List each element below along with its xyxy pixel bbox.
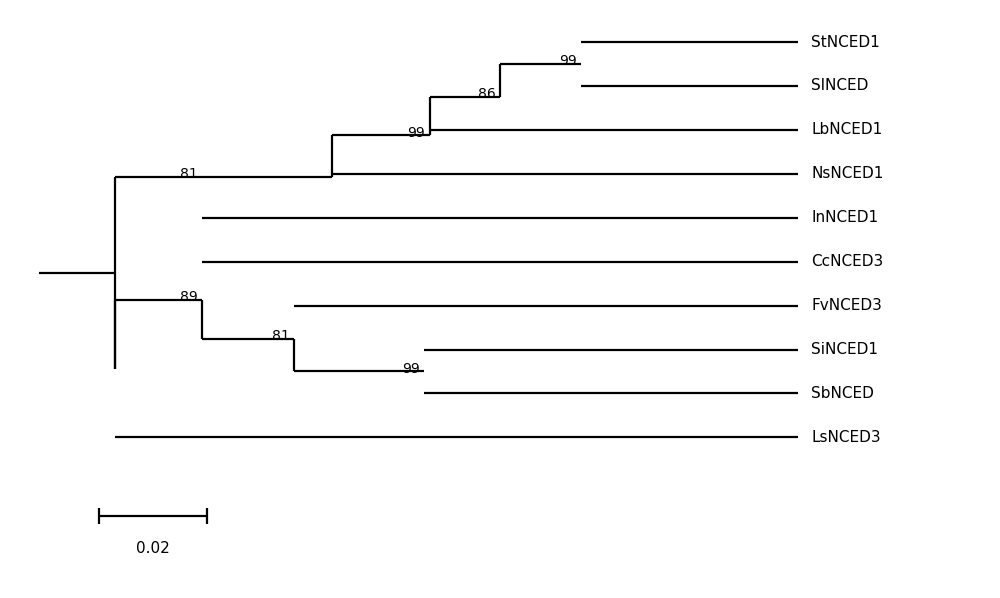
Text: SiNCED1: SiNCED1 bbox=[811, 342, 878, 357]
Text: FvNCED3: FvNCED3 bbox=[811, 298, 882, 313]
Text: NsNCED1: NsNCED1 bbox=[811, 166, 883, 181]
Text: 81: 81 bbox=[180, 167, 198, 181]
Text: StNCED1: StNCED1 bbox=[811, 35, 880, 50]
Text: 99: 99 bbox=[407, 126, 425, 140]
Text: 0.02: 0.02 bbox=[136, 541, 170, 556]
Text: 89: 89 bbox=[180, 291, 198, 304]
Text: 99: 99 bbox=[402, 362, 420, 376]
Text: 86: 86 bbox=[478, 87, 496, 101]
Text: 99: 99 bbox=[559, 54, 577, 68]
Text: CcNCED3: CcNCED3 bbox=[811, 254, 883, 269]
Text: InNCED1: InNCED1 bbox=[811, 210, 878, 225]
Text: SlNCED: SlNCED bbox=[811, 78, 868, 93]
Text: 81: 81 bbox=[272, 329, 290, 343]
Text: SbNCED: SbNCED bbox=[811, 386, 874, 401]
Text: LbNCED1: LbNCED1 bbox=[811, 123, 882, 138]
Text: LsNCED3: LsNCED3 bbox=[811, 430, 881, 445]
